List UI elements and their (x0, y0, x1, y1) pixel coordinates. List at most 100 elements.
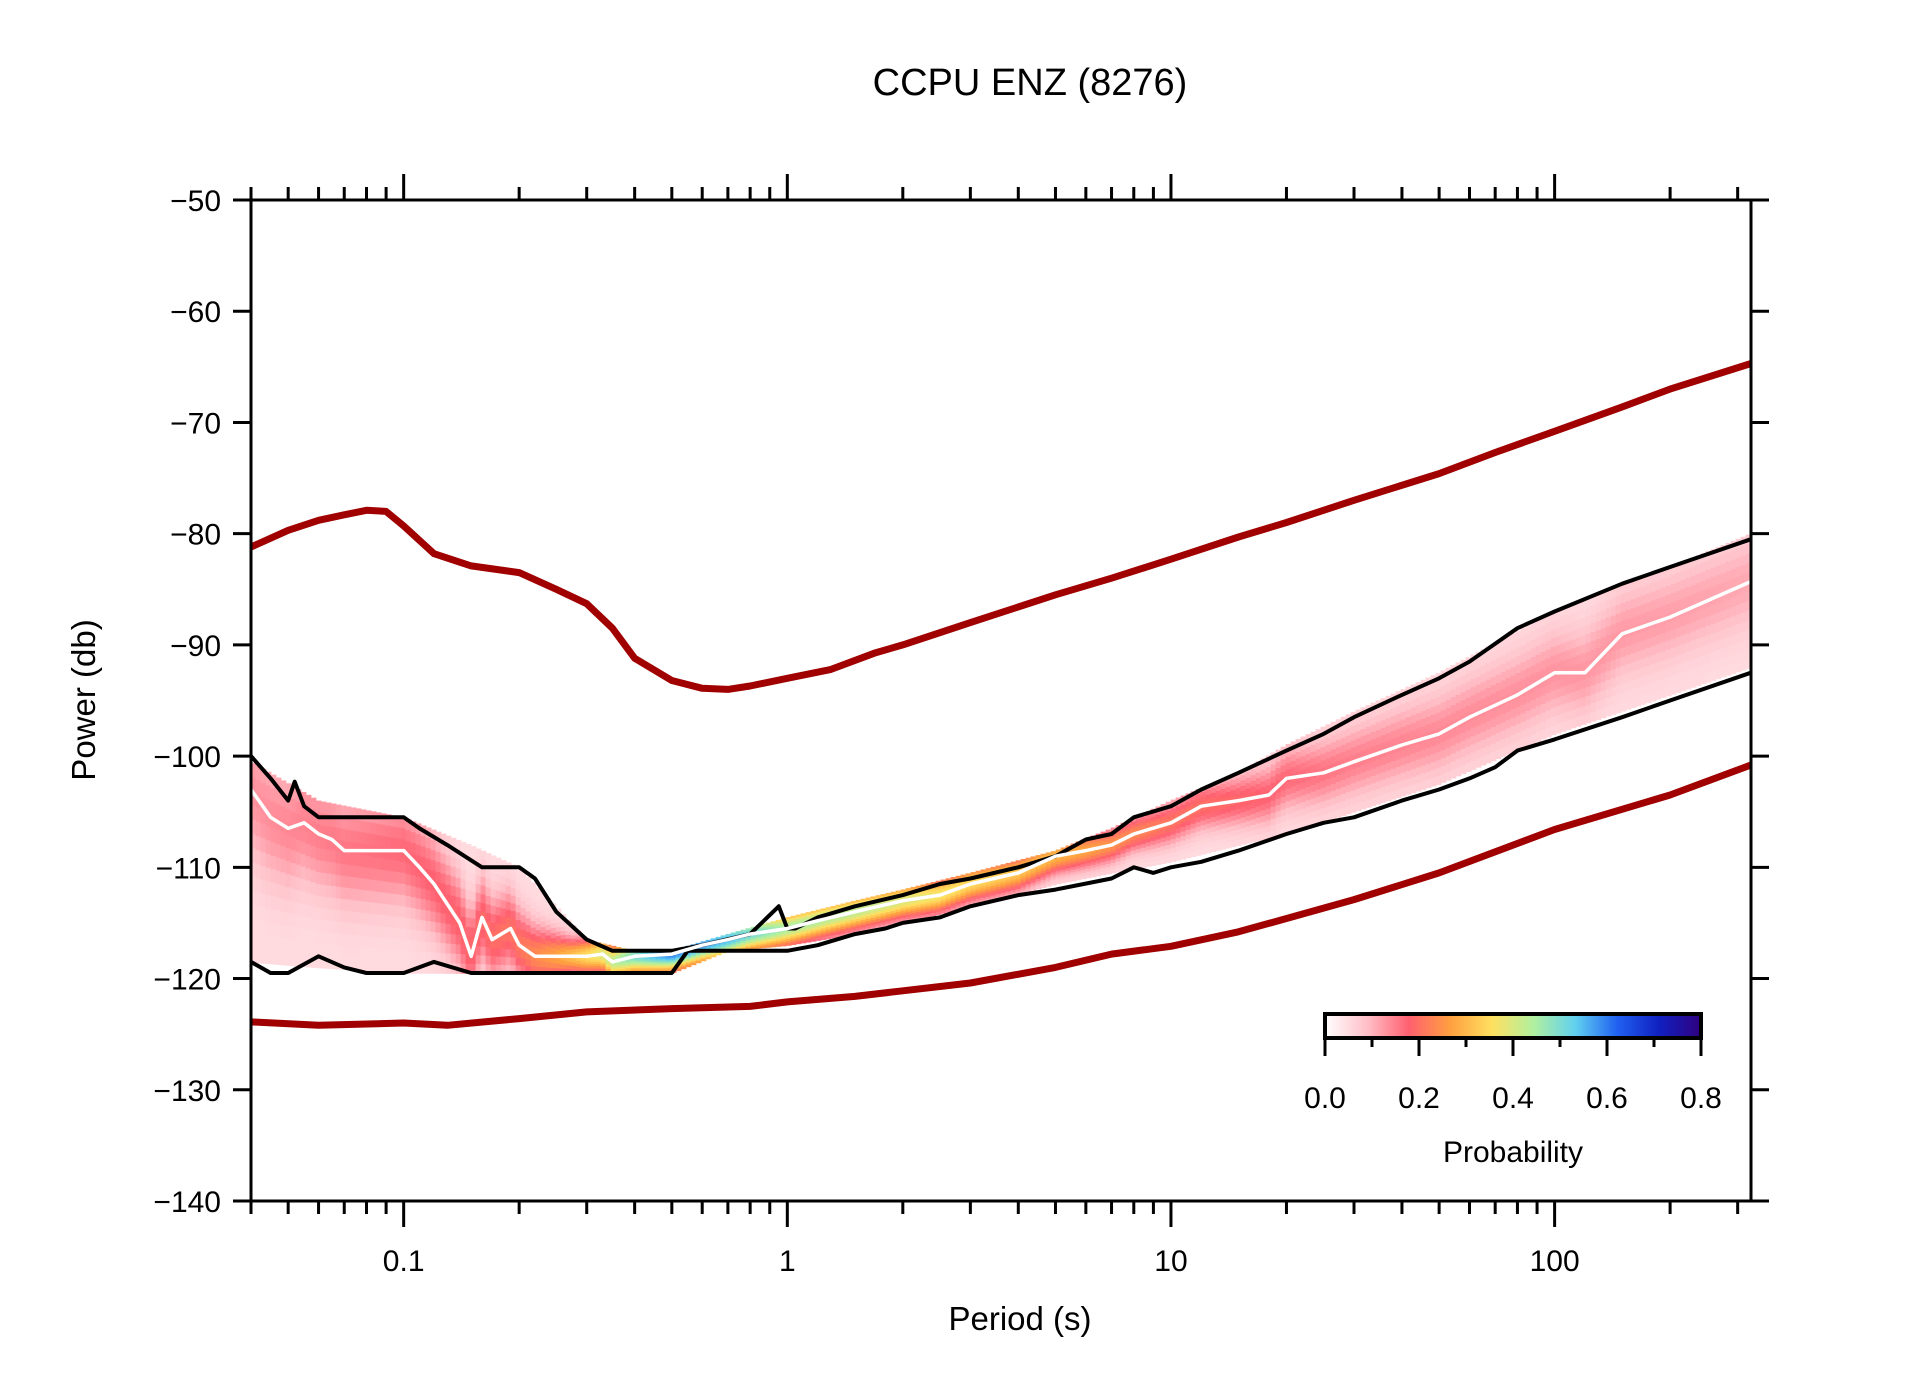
density-cell (1735, 614, 1742, 625)
density-cell (1115, 864, 1122, 870)
density-cell (1695, 638, 1702, 649)
density-cell (1500, 655, 1507, 665)
density-cell (470, 963, 477, 974)
density-cell (395, 816, 402, 829)
density-cell (690, 960, 697, 963)
colorbar-ticks: 0.0 0.2 0.4 0.6 0.8 (1304, 1038, 1722, 1115)
density-cell (1340, 730, 1347, 739)
density-cell (480, 859, 487, 870)
density-cell (1420, 703, 1427, 712)
density-cell (1665, 658, 1672, 669)
density-cell (1305, 753, 1312, 762)
density-cell (305, 868, 312, 882)
density-cell (1585, 695, 1592, 706)
density-cell (380, 835, 387, 849)
density-cell (1655, 580, 1662, 591)
density-cell (800, 925, 807, 929)
density-cell (1260, 787, 1267, 794)
density-cell (1420, 765, 1427, 775)
density-cell (550, 938, 557, 944)
density-cell (515, 904, 522, 914)
density-cell (610, 969, 617, 972)
density-cell (1320, 753, 1327, 762)
density-cell (1360, 772, 1367, 781)
density-cell (515, 957, 522, 967)
density-cell (1230, 815, 1237, 822)
density-cell (1250, 769, 1257, 776)
density-cell (1585, 704, 1592, 715)
density-cell (1585, 625, 1592, 635)
density-cell (575, 963, 582, 968)
density-cell (420, 835, 427, 848)
density-cell (725, 941, 732, 944)
density-cell (970, 895, 977, 900)
density-cell (340, 875, 347, 889)
density-cell (705, 945, 712, 948)
density-cell (1075, 876, 1082, 881)
density-cell (1335, 733, 1342, 741)
density-cell (1210, 812, 1217, 818)
density-cell (1060, 872, 1067, 876)
density-cell (630, 960, 637, 963)
density-cell (595, 962, 602, 966)
density-cell (910, 894, 917, 898)
density-cell (1120, 856, 1127, 862)
density-cell (390, 949, 397, 962)
density-cell (1710, 633, 1717, 644)
density-cell (560, 943, 567, 949)
density-cell (920, 905, 927, 910)
density-cell (460, 860, 467, 871)
density-cell (395, 950, 402, 963)
density-cell (1315, 783, 1322, 791)
density-cell (1630, 608, 1637, 618)
colorbar-tick-label: 0.0 (1304, 1082, 1346, 1115)
density-cell (520, 871, 527, 880)
density-cell (860, 920, 867, 924)
density-cell (1475, 692, 1482, 702)
density-cell (1090, 856, 1097, 860)
density-cell (1450, 729, 1457, 739)
density-cell (1595, 621, 1602, 631)
density-cell (1720, 648, 1727, 659)
density-cell (1675, 581, 1682, 592)
density-cell (575, 933, 582, 938)
density-cell (415, 898, 422, 910)
density-cell (1680, 589, 1687, 600)
density-cell (285, 951, 292, 966)
density-cell (605, 966, 612, 970)
density-cell (1420, 711, 1427, 720)
density-cell (1560, 713, 1567, 723)
density-cell (740, 942, 747, 945)
density-cell (1675, 563, 1682, 574)
density-cell (1190, 837, 1197, 844)
density-cell (770, 921, 777, 924)
density-cell (1590, 685, 1597, 695)
density-cell (850, 924, 857, 928)
density-cell (835, 927, 842, 931)
density-cell (1600, 663, 1607, 674)
density-cell (900, 906, 907, 910)
density-cell (1605, 688, 1612, 699)
density-cell (595, 968, 602, 972)
density-cell (1240, 780, 1247, 787)
density-cell (1215, 805, 1222, 812)
density-cell (555, 959, 562, 965)
density-cell (1270, 824, 1277, 832)
density-cell (1430, 762, 1437, 771)
density-cell (1290, 767, 1297, 775)
density-cell (1490, 685, 1497, 695)
density-cell (900, 918, 907, 922)
density-cell (1240, 822, 1247, 829)
density-cell (1405, 747, 1412, 757)
density-cell (1110, 846, 1117, 851)
density-cell (1330, 777, 1337, 785)
density-cell (1405, 717, 1412, 726)
density-cell (1675, 664, 1682, 675)
density-cell (680, 959, 687, 962)
density-cell (1530, 734, 1537, 744)
density-cell (1010, 861, 1017, 865)
density-cell (1490, 710, 1497, 720)
density-cell (1700, 562, 1707, 573)
density-cell (825, 907, 832, 911)
density-cell (725, 947, 732, 950)
